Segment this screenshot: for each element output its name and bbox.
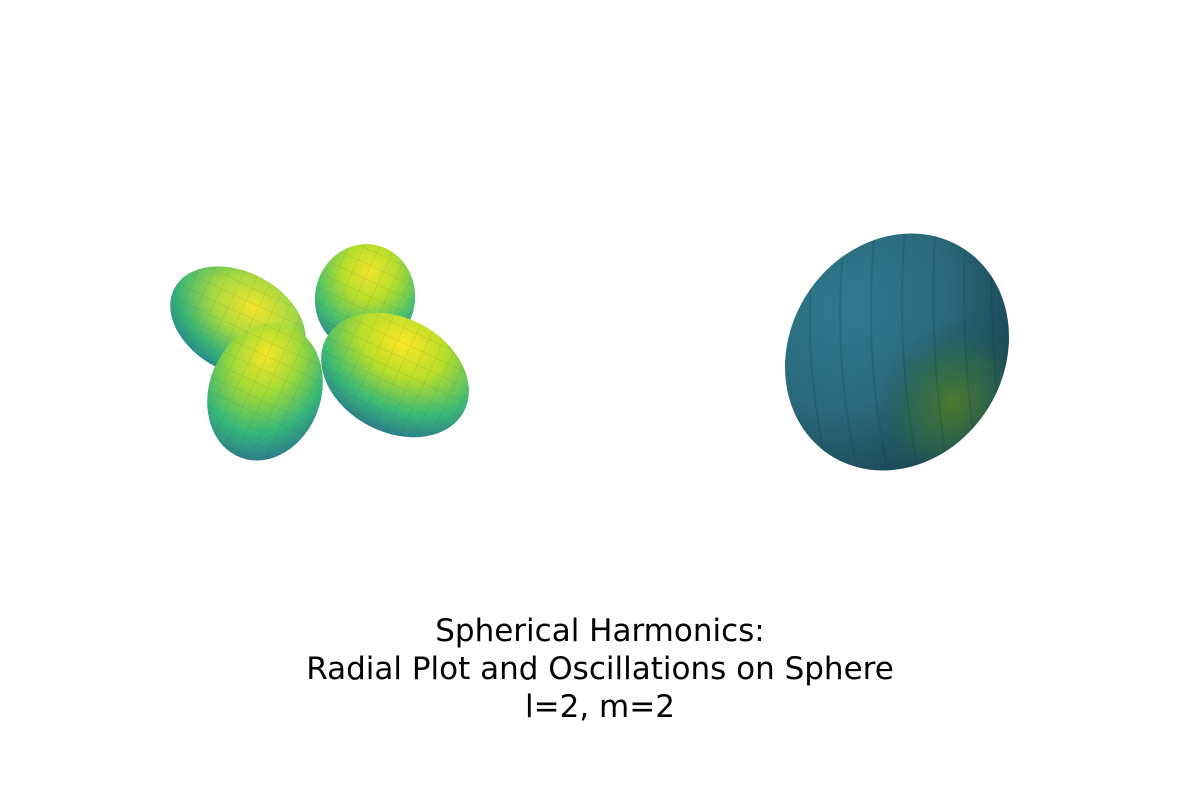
sphere-oscillation [785,227,1009,481]
title-line-1: Spherical Harmonics: [435,613,765,649]
title-line-3: l=2, m=2 [525,689,675,725]
figure-title: Spherical Harmonics: Radial Plot and Osc… [0,612,1200,726]
title-line-2: Radial Plot and Oscillations on Sphere [306,651,894,687]
radial-plot [150,236,485,475]
